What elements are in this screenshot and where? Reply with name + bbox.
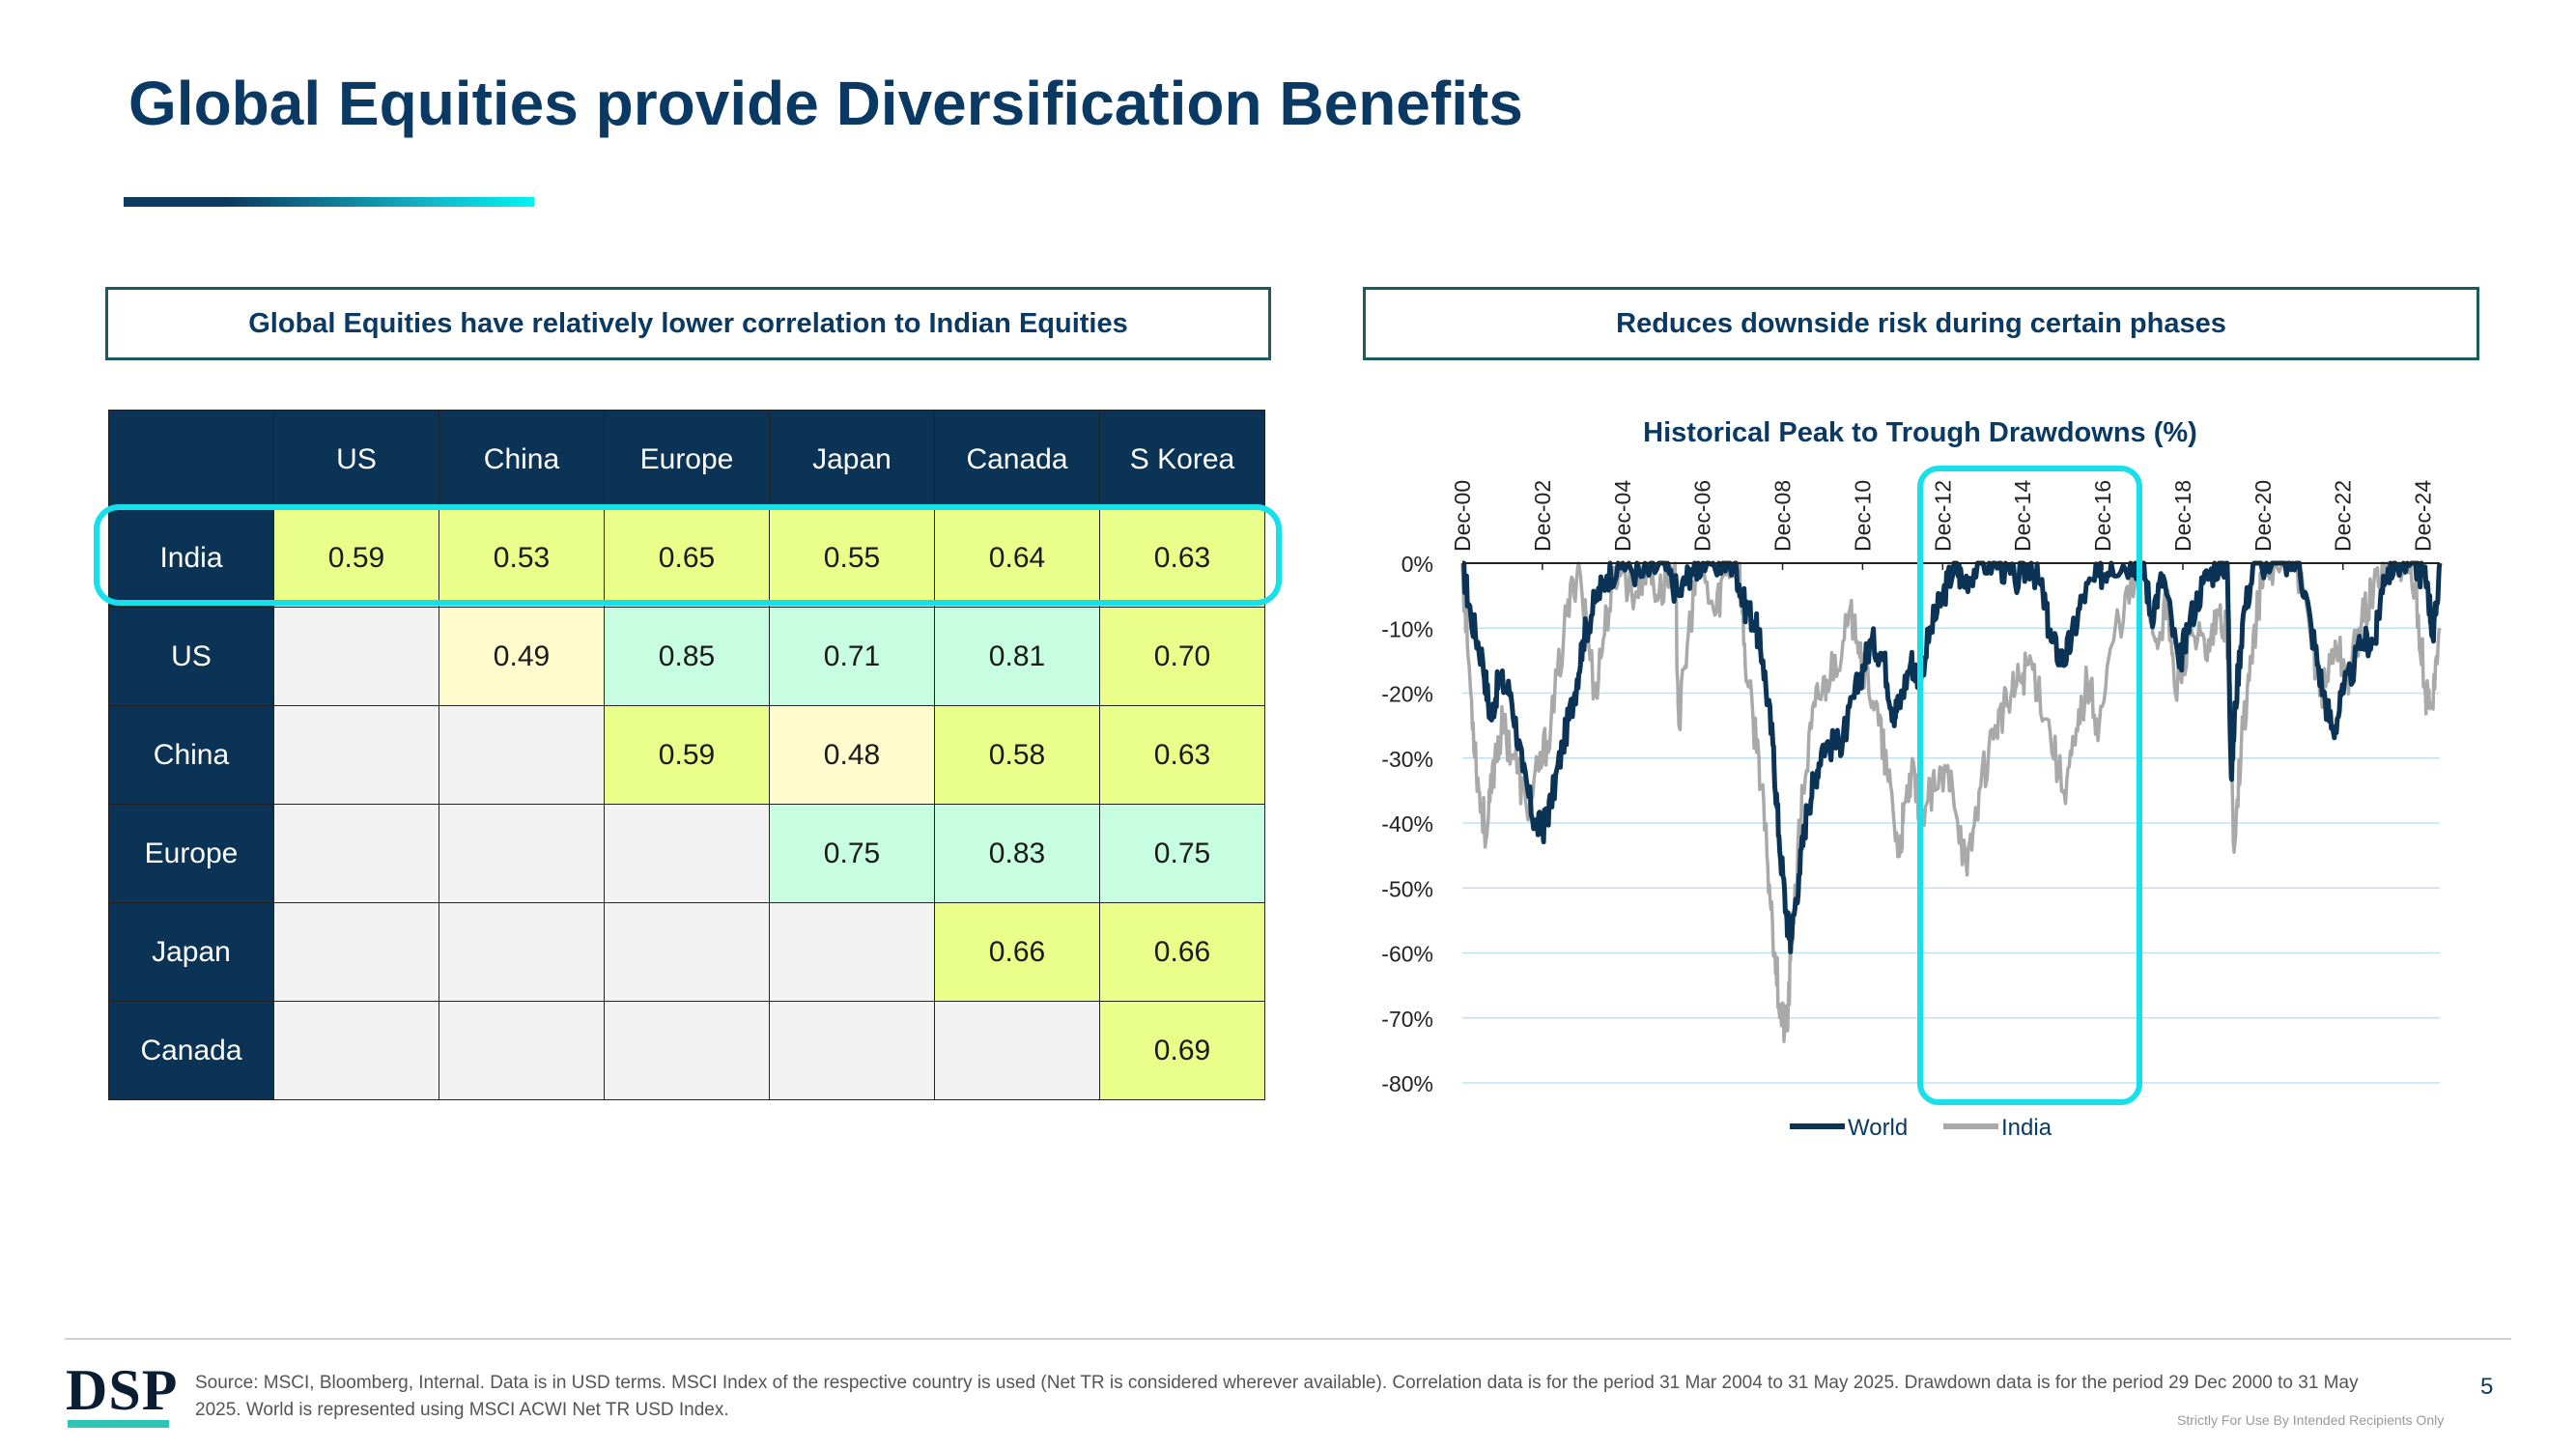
legend-label: India [2001, 1115, 2052, 1141]
correlation-cell [604, 1001, 770, 1100]
correlation-cell [604, 902, 770, 1002]
page-number: 5 [2480, 1374, 2494, 1400]
table-row: Japan 0.66 0.66 [108, 902, 1265, 1002]
correlation-cell: 0.64 [934, 508, 1100, 608]
drawdown-heading-box: Reduces downside risk during certain pha… [1363, 287, 2479, 360]
correlation-cell: 0.48 [769, 705, 935, 805]
x-tick-label: Dec-22 [2331, 480, 2356, 552]
correlation-cell: 0.75 [769, 804, 935, 903]
period-highlight-box [1917, 466, 2142, 1105]
correlation-cell [273, 804, 439, 903]
source-note: Source: MSCI, Bloomberg, Internal. Data … [195, 1373, 2359, 1420]
y-tick-label: 0% [1401, 552, 1433, 577]
correlation-cell [439, 1001, 605, 1100]
x-tick-label: Dec-24 [2411, 480, 2436, 552]
correlation-cell [439, 804, 605, 903]
x-tick-label: Dec-00 [1450, 480, 1475, 552]
correlation-cell [439, 902, 605, 1002]
x-tick-label: Dec-06 [1690, 480, 1715, 552]
table-row: India 0.59 0.53 0.65 0.55 0.64 0.63 [108, 508, 1265, 608]
x-tick-label: Dec-18 [2170, 480, 2195, 552]
correlation-cell [604, 804, 770, 903]
correlation-cell [273, 607, 439, 706]
y-tick-label: -60% [1381, 942, 1433, 967]
india-row-highlight [94, 504, 1282, 606]
y-tick-label: -30% [1381, 747, 1433, 772]
chart-title: Historical Peak to Trough Drawdowns (%) [1643, 417, 2197, 448]
column-header: Canada [934, 410, 1100, 509]
x-tick-label: Dec-08 [1770, 480, 1796, 552]
drawdown-heading: Reduces downside risk during certain pha… [1616, 307, 2226, 339]
table-header-row: US China Europe Japan Canada S Korea [108, 410, 1265, 509]
page-title: Global Equities provide Diversification … [128, 69, 1523, 138]
row-header: Europe [108, 804, 274, 903]
title-underline [124, 197, 534, 207]
correlation-cell [439, 705, 605, 805]
row-header: India [108, 508, 274, 608]
correlation-cell: 0.63 [1099, 508, 1265, 608]
correlation-cell: 0.59 [604, 705, 770, 805]
correlation-cell: 0.71 [769, 607, 935, 706]
correlation-heading: Global Equities have relatively lower co… [248, 307, 1128, 339]
correlation-cell: 0.65 [604, 508, 770, 608]
footer-divider [65, 1338, 2511, 1340]
y-tick-label: -20% [1381, 682, 1433, 707]
legend-label: World [1848, 1115, 1908, 1141]
table-corner-cell [108, 410, 274, 509]
correlation-cell: 0.53 [439, 508, 605, 608]
y-tick-label: -10% [1381, 616, 1433, 641]
x-tick-label: Dec-02 [1530, 480, 1555, 552]
y-tick-label: -70% [1381, 1007, 1433, 1032]
table-row: US 0.49 0.85 0.71 0.81 0.70 [108, 607, 1265, 706]
y-tick-label: -80% [1381, 1071, 1433, 1096]
dsp-logo: DSP [66, 1358, 179, 1422]
correlation-cell: 0.49 [439, 607, 605, 706]
correlation-cell [769, 902, 935, 1002]
correlation-cell: 0.83 [934, 804, 1100, 903]
correlation-cell: 0.69 [1099, 1001, 1265, 1100]
correlation-cell: 0.85 [604, 607, 770, 706]
table-row: Europe 0.75 0.83 0.75 [108, 804, 1265, 903]
table-row: China 0.59 0.48 0.58 0.63 [108, 705, 1265, 805]
x-tick-label: Dec-16 [2090, 480, 2115, 552]
row-header: Canada [108, 1001, 274, 1100]
correlation-cell [934, 1001, 1100, 1100]
x-tick-label: Dec-12 [1930, 480, 1955, 552]
correlation-cell [769, 1001, 935, 1100]
correlation-cell [273, 902, 439, 1002]
x-tick-label: Dec-20 [2250, 480, 2276, 552]
correlation-cell: 0.55 [769, 508, 935, 608]
correlation-cell: 0.66 [1099, 902, 1265, 1002]
row-header: US [108, 607, 274, 706]
correlation-cell: 0.75 [1099, 804, 1265, 903]
column-header: China [439, 410, 605, 509]
correlation-cell: 0.58 [934, 705, 1100, 805]
drawdown-chart: Historical Peak to Trough Drawdowns (%) 0… [1381, 417, 2443, 1141]
column-header: Europe [604, 410, 770, 509]
x-tick-label: Dec-14 [2010, 480, 2035, 552]
x-tick-label: Dec-04 [1610, 480, 1635, 552]
row-header: Japan [108, 902, 274, 1002]
row-header: China [108, 705, 274, 805]
logo-underline [68, 1420, 169, 1428]
y-tick-label: -50% [1381, 876, 1433, 901]
correlation-cell: 0.66 [934, 902, 1100, 1002]
y-tick-label: -40% [1381, 811, 1433, 837]
correlation-cell: 0.70 [1099, 607, 1265, 706]
column-header: S Korea [1099, 410, 1265, 509]
table-row: Canada 0.69 [108, 1001, 1265, 1100]
column-header: US [273, 410, 439, 509]
correlation-cell [273, 1001, 439, 1100]
correlation-table: US China Europe Japan Canada S Korea India 0.5… [108, 410, 1265, 1100]
correlation-cell: 0.63 [1099, 705, 1265, 805]
confidential-note: Strictly For Use By Intended Recipients … [2177, 1412, 2445, 1428]
correlation-cell [273, 705, 439, 805]
column-header: Japan [769, 410, 935, 509]
x-tick-label: Dec-10 [1850, 480, 1875, 552]
correlation-heading-box: Global Equities have relatively lower co… [105, 287, 1271, 360]
correlation-cell: 0.81 [934, 607, 1100, 706]
